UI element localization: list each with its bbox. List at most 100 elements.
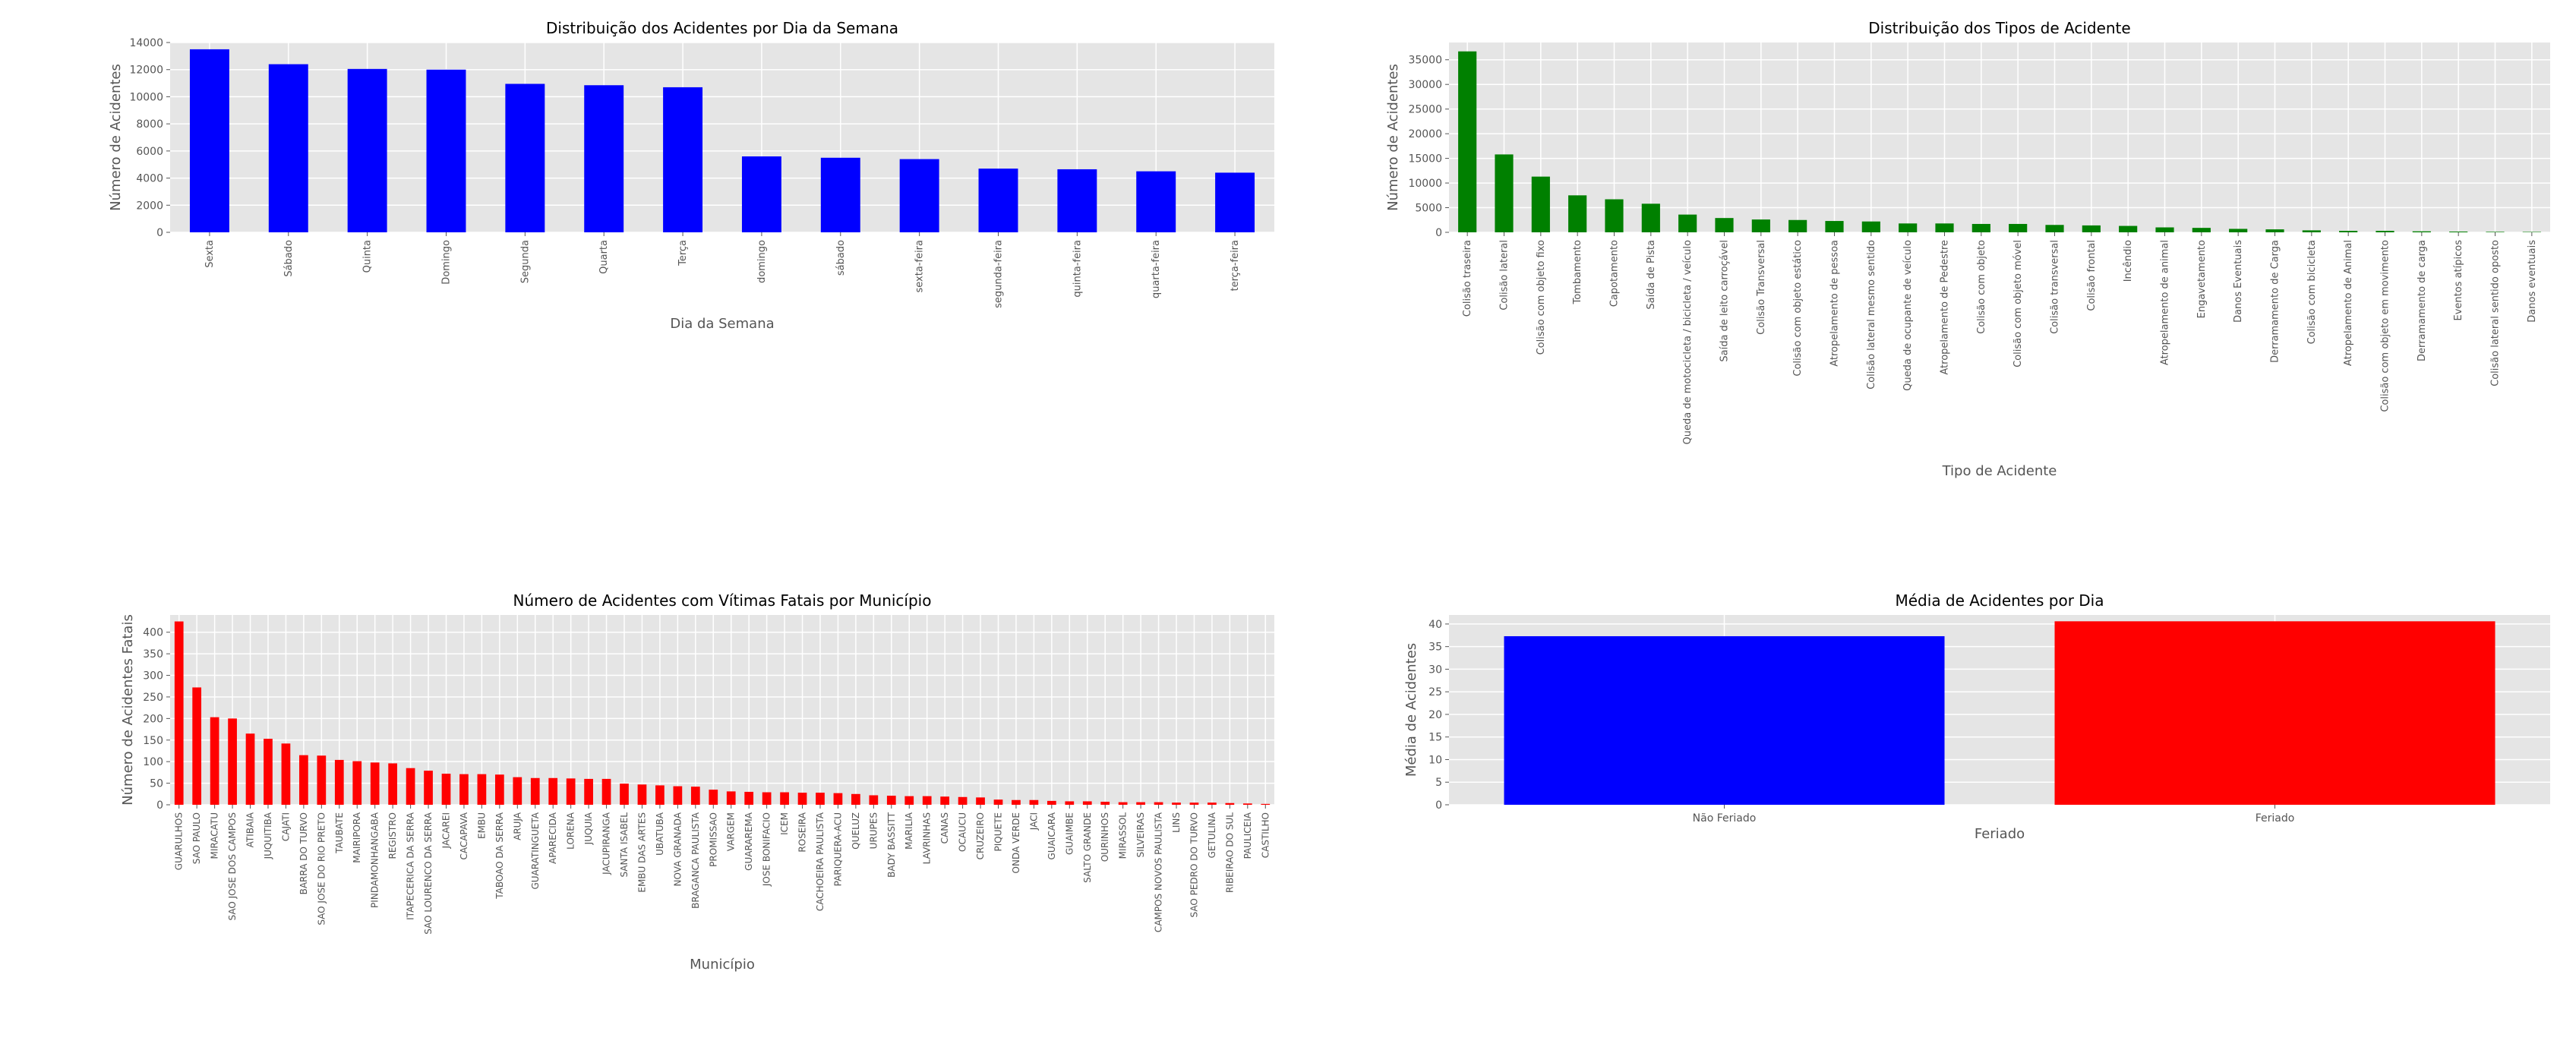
x-tick-label: OURINHOS (1100, 812, 1110, 862)
x-tick-label: SILVEIRAS (1135, 812, 1146, 858)
y-axis-label: Número de Acidentes Fatais (120, 614, 136, 806)
y-tick-label: 350 (143, 648, 163, 661)
bar (426, 69, 466, 232)
x-tick-label: SAO LOURENCO DA SERRA (423, 812, 434, 935)
x-tick-label: JACUPIRANGA (601, 812, 612, 875)
bar (833, 793, 843, 805)
x-tick-label: Derramamento de Carga (2270, 240, 2281, 363)
bar (584, 778, 593, 805)
x-tick-labels: Não Feriado Feriado (1693, 805, 2294, 825)
bar (1825, 221, 1844, 232)
bar (1261, 803, 1271, 805)
bar (1136, 171, 1176, 232)
y-tick-label: 30 (1428, 664, 1442, 676)
bar (2082, 225, 2101, 232)
x-tick-label: Colisão com objeto (1976, 240, 1987, 334)
bar (189, 49, 229, 232)
bar (1082, 801, 1092, 805)
y-tick-label: 30000 (1408, 79, 1442, 91)
bar (1225, 802, 1235, 805)
x-tick-label: CAMPOS NOVOS PAULISTA (1154, 812, 1164, 932)
bar (976, 797, 985, 805)
bar (264, 739, 273, 805)
bar (352, 761, 362, 805)
bar (709, 790, 718, 805)
bar (2265, 229, 2284, 232)
x-tick-labels: GUARULHOS SAO PAULO MIRACATU SAO JOSE DOS C… (174, 805, 1271, 935)
y-tick-label: 10 (1428, 754, 1442, 766)
x-tick-label: Terça (677, 240, 689, 266)
x-tick-label: JACAREI (441, 812, 452, 849)
bar (1242, 803, 1252, 805)
x-tick-label: URUPES (868, 812, 879, 849)
bar (174, 621, 184, 805)
y-tick-label: 12000 (129, 65, 163, 77)
bar (1118, 802, 1128, 805)
bar (637, 784, 647, 805)
y-tick-label: 35 (1428, 642, 1442, 654)
x-tick-label: CACAPAVA (459, 812, 469, 859)
chart-title: Média de Acidentes por Dia (1896, 591, 2104, 610)
y-tick-label: 20 (1428, 709, 1442, 721)
bar (245, 733, 255, 805)
bar (1935, 223, 1954, 232)
y-tick-label: 4000 (136, 173, 163, 185)
x-tick-label: Colisão com objeto em movimento (2380, 240, 2391, 412)
chart-accident-types: Distribuição dos Tipos de Acidente 0 5000… (1385, 19, 2550, 479)
x-tick-label: SAO PAULO (191, 812, 202, 864)
x-tick-label: Colisão lateral (1499, 240, 1511, 311)
x-tick-label: ATIBAIA (245, 812, 256, 847)
bars (1458, 51, 2541, 232)
y-tick-label: 25 (1428, 686, 1442, 698)
x-tick-label: BRAGANCA PAULISTA (690, 812, 701, 909)
bar (299, 755, 308, 805)
x-tick-label: Quarta (598, 240, 610, 274)
bar (673, 786, 683, 805)
x-tick-label: Colisão traseira (1462, 240, 1473, 317)
bar (1189, 802, 1199, 805)
bar (851, 793, 860, 805)
x-tick-label: Colisão lateral sentido oposto (2490, 240, 2502, 386)
bar (899, 159, 939, 232)
bar (780, 792, 789, 805)
x-tick-label: GUARAREMA (743, 812, 754, 871)
bar (1641, 203, 1660, 232)
bar (2339, 231, 2358, 232)
bar (2054, 621, 2496, 805)
x-tick-label: VARGEM (726, 812, 737, 851)
y-tick-label: 200 (143, 713, 163, 725)
bar (978, 169, 1018, 232)
x-tick-label: Eventos atípicos (2453, 240, 2464, 321)
x-tick-label: Atropelamento de pessoa (1829, 240, 1841, 367)
x-tick-label: PARIQUERA-ACU (832, 812, 843, 886)
bar (584, 85, 624, 232)
x-tick-label: GUARATINGUETA (530, 812, 541, 889)
bar (762, 792, 772, 805)
x-tick-label: REGISTRO (387, 812, 398, 859)
x-tick-label: TAUBATE (334, 812, 345, 854)
bar (1861, 221, 1880, 232)
chart-average-accidents-per-day: Média de Acidentes por Dia 0 5 10 15 20 25 30 3… (1403, 591, 2550, 842)
x-tick-label: segunda-feira (993, 240, 1005, 308)
x-tick-label: JUQUIA (583, 812, 594, 845)
x-tick-label: EMBU (476, 812, 487, 839)
x-tick-label: BARRA DO TURVO (298, 812, 309, 894)
bar (370, 762, 380, 805)
y-tick-label: 50 (150, 778, 163, 790)
bar (1715, 218, 1734, 232)
x-tick-label: quarta-feira (1151, 240, 1162, 298)
bar (1568, 195, 1587, 232)
x-tick-label: Colisão com objeto estático (1792, 240, 1804, 377)
x-tick-label: SALTO GRANDE (1082, 812, 1093, 883)
bar (210, 717, 219, 805)
bar (797, 793, 807, 805)
y-tick-label: 5000 (1415, 203, 1442, 215)
bar (655, 785, 665, 805)
bar (530, 777, 540, 805)
bar (388, 763, 398, 805)
bar (816, 793, 825, 805)
chart-title: Número de Acidentes com Vítimas Fatais p… (513, 591, 932, 610)
bar (690, 787, 700, 805)
bar (477, 774, 487, 805)
y-tick-label: 250 (143, 692, 163, 704)
